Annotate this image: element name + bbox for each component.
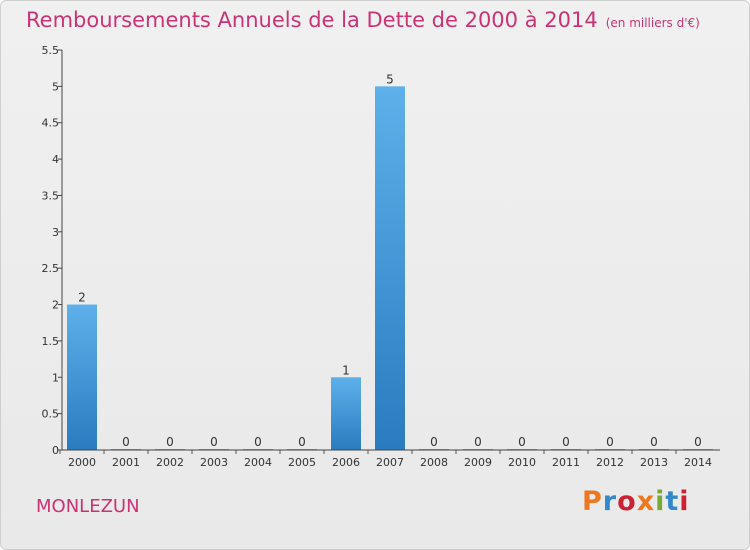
y-tick-label-5.5: 5.5 — [42, 44, 60, 57]
x-tick-label-2007: 2007 — [376, 456, 404, 469]
data-label-2005: 0 — [298, 435, 306, 449]
x-tick-label-2005: 2005 — [288, 456, 316, 469]
x-tick-label-2013: 2013 — [640, 456, 668, 469]
data-label-2011: 0 — [562, 435, 570, 449]
data-label-2007: 5 — [386, 72, 394, 86]
y-tick-label-4.5: 4.5 — [42, 117, 60, 130]
data-label-2002: 0 — [166, 435, 174, 449]
y-tick-label-2: 2 — [52, 299, 59, 312]
data-label-2009: 0 — [474, 435, 482, 449]
chart-title: Remboursements Annuels de la Dette de 20… — [26, 8, 700, 32]
bar-2006 — [331, 377, 361, 450]
x-tick-label-2011: 2011 — [552, 456, 580, 469]
axes-layer: 2000 2001 2002 2003 2004 2005 2006 2007 2008 2009… — [42, 44, 720, 469]
logo-letter: r — [602, 486, 618, 517]
logo-letter: i — [679, 486, 690, 517]
y-tick-label-4: 4 — [52, 153, 59, 166]
data-label-2001: 0 — [122, 435, 130, 449]
x-tick-label-2004: 2004 — [244, 456, 272, 469]
x-tick-label-2009: 2009 — [464, 456, 492, 469]
y-tick-label-3: 3 — [52, 226, 59, 239]
y-tick-label-0: 0 — [52, 444, 59, 457]
logo-letter: o — [617, 486, 637, 517]
commune-name: MONLEZUN — [36, 496, 140, 517]
data-label-2006: 1 — [342, 363, 350, 377]
proxiti-logo: Proxiti — [582, 486, 690, 517]
x-tick-label-2001: 2001 — [112, 456, 140, 469]
data-label-2004: 0 — [254, 435, 262, 449]
y-tick-label-3.5: 3.5 — [42, 189, 60, 202]
x-tick-label-2012: 2012 — [596, 456, 624, 469]
x-tick-label-2003: 2003 — [200, 456, 228, 469]
x-tick-label-2006: 2006 — [332, 456, 360, 469]
y-tick-label-1.5: 1.5 — [42, 335, 60, 348]
y-tick-label-2.5: 2.5 — [42, 262, 60, 275]
logo-letter: x — [636, 486, 656, 517]
x-tick-label-2010: 2010 — [508, 456, 536, 469]
y-tick-label-5: 5 — [52, 80, 59, 93]
bar-2000 — [67, 304, 97, 450]
logo-letter: i — [655, 486, 666, 517]
chart-title-text: Remboursements Annuels de la Dette de 20… — [26, 8, 598, 32]
bar-2007 — [375, 86, 405, 450]
unit-label: (en milliers d'€) — [605, 16, 700, 30]
data-label-2008: 0 — [430, 435, 438, 449]
data-label-2010: 0 — [518, 435, 526, 449]
logo-letter: P — [582, 486, 603, 517]
x-tick-label-2008: 2008 — [420, 456, 448, 469]
y-tick-label-1: 1 — [52, 371, 59, 384]
x-tick-label-2000: 2000 — [68, 456, 96, 469]
data-label-2000: 2 — [78, 291, 86, 305]
x-tick-label-2002: 2002 — [156, 456, 184, 469]
data-label-2014: 0 — [694, 435, 702, 449]
y-tick-label-0.5: 0.5 — [42, 408, 60, 421]
x-tick-label-2014: 2014 — [684, 456, 712, 469]
data-label-2003: 0 — [210, 435, 218, 449]
data-label-2012: 0 — [606, 435, 614, 449]
bars-layer: 2 0 0 0 0 0 1 5 0 0 0 0 0 0 0 — [67, 72, 713, 450]
data-label-2013: 0 — [650, 435, 658, 449]
logo-letter: t — [665, 486, 680, 517]
